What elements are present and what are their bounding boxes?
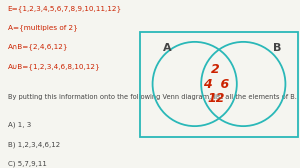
Text: A∪B={1,2,3,4,6,8,10,12}: A∪B={1,2,3,4,6,8,10,12} [8, 63, 100, 70]
Text: B: B [273, 43, 281, 53]
Text: A={multiples of 2}: A={multiples of 2} [8, 24, 77, 31]
Text: 4  6: 4 6 [202, 77, 229, 91]
Text: By putting this information onto the following Venn diagram, list all the elemen: By putting this information onto the fol… [8, 94, 296, 100]
Text: 2: 2 [212, 63, 220, 76]
Text: A∩B={2,4,6,12}: A∩B={2,4,6,12} [8, 44, 68, 50]
Text: A: A [163, 43, 172, 53]
Text: C) 5,7,9,11: C) 5,7,9,11 [8, 160, 46, 167]
Text: 12: 12 [207, 92, 224, 105]
Text: E={1,2,3,4,5,6,7,8,9,10,11,12}: E={1,2,3,4,5,6,7,8,9,10,11,12} [8, 5, 122, 12]
Text: B) 1,2,3,4,6,12: B) 1,2,3,4,6,12 [8, 141, 60, 148]
Text: A) 1, 3: A) 1, 3 [8, 122, 31, 128]
